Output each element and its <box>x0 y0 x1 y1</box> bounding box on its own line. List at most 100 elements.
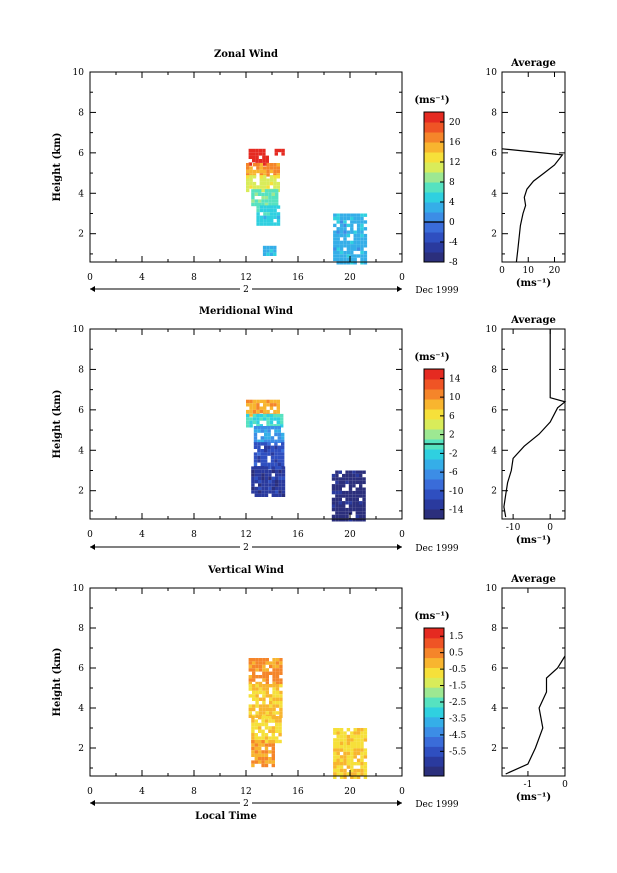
data-cell <box>275 719 279 723</box>
data-cell <box>362 501 366 505</box>
data-cell <box>246 166 250 170</box>
data-cell <box>343 220 347 224</box>
y-tick-label: 8 <box>78 365 84 375</box>
data-cell <box>264 736 269 740</box>
data-cell <box>338 470 342 474</box>
data-cell <box>248 687 252 691</box>
data-cell <box>259 409 263 414</box>
data-cell <box>276 173 280 177</box>
data-cell <box>338 518 342 522</box>
data-cell <box>345 477 349 481</box>
colorbar-tick-label: 0.5 <box>449 649 464 659</box>
data-cell <box>281 432 285 437</box>
data-cell <box>346 755 351 759</box>
data-cell <box>271 480 275 484</box>
data-cell <box>279 690 283 695</box>
data-cell <box>276 181 280 186</box>
data-cell <box>264 199 269 203</box>
data-cell <box>336 734 340 739</box>
data-cell <box>248 681 252 686</box>
data-cell <box>262 711 266 715</box>
data-cell <box>257 459 261 463</box>
data-cell <box>275 675 280 679</box>
colorbar-band <box>424 399 444 410</box>
y-axis-label: Height (km) <box>52 648 63 717</box>
data-cell <box>266 424 270 428</box>
data-cell <box>269 661 273 665</box>
colorbar-band <box>424 657 444 668</box>
data-cell <box>269 245 274 250</box>
date-label: Dec 1999 <box>415 544 459 554</box>
data-cell <box>246 420 250 425</box>
data-cell <box>342 514 346 519</box>
data-cell <box>258 690 263 695</box>
data-cell <box>264 469 269 474</box>
data-cell <box>273 245 277 250</box>
x-axis-label: Local Time <box>195 811 257 822</box>
data-cell <box>256 185 260 189</box>
data-cell <box>275 483 279 487</box>
data-cell <box>264 483 269 487</box>
data-cell <box>275 189 279 193</box>
data-cell <box>269 420 274 425</box>
day-label-bg <box>240 541 252 551</box>
data-cell <box>262 675 266 679</box>
data-cell <box>270 215 274 219</box>
data-cell <box>271 493 275 497</box>
data-cell <box>259 178 263 182</box>
data-cell <box>276 219 281 223</box>
data-cell <box>254 746 258 751</box>
data-cell <box>363 728 368 732</box>
data-cell <box>279 697 283 701</box>
data-cell <box>353 220 357 224</box>
data-cell <box>275 473 279 477</box>
data-cell <box>355 473 359 478</box>
data-cell <box>362 470 366 474</box>
data-cell <box>353 734 357 739</box>
data-cell <box>339 247 344 251</box>
average-x-tick-label: 0 <box>547 523 553 533</box>
data-cell <box>268 469 272 474</box>
data-cell <box>272 687 276 691</box>
data-cell <box>275 199 279 203</box>
average-y-tick-label: 4 <box>491 704 497 714</box>
data-cell <box>276 222 281 226</box>
data-cell <box>271 753 275 757</box>
average-unit: (ms⁻¹) <box>516 535 551 546</box>
data-cell <box>339 250 344 255</box>
data-cell <box>346 250 351 255</box>
data-cell <box>264 760 269 764</box>
data-cell <box>265 687 269 691</box>
data-cell <box>251 490 255 494</box>
data-cell <box>261 743 265 747</box>
data-cell <box>255 661 259 665</box>
data-cell <box>246 424 250 428</box>
data-cell <box>256 163 260 167</box>
data-cell <box>352 473 356 478</box>
data-cell <box>270 455 275 460</box>
data-cell <box>335 514 339 519</box>
data-cell <box>276 166 280 170</box>
data-cell <box>267 466 271 470</box>
data-cell <box>350 745 354 749</box>
data-block <box>251 466 286 497</box>
data-cell <box>281 445 285 449</box>
data-cell <box>264 480 269 484</box>
data-cell <box>277 439 281 443</box>
data-cell <box>249 178 253 182</box>
data-cell <box>333 240 337 245</box>
data-cell <box>331 490 336 495</box>
data-cell <box>258 675 263 679</box>
data-cell <box>353 751 357 756</box>
data-block <box>274 148 285 156</box>
data-cell <box>281 493 286 497</box>
data-cell <box>350 738 354 742</box>
data-cell <box>333 247 337 251</box>
data-cell <box>353 772 357 776</box>
data-cell <box>360 233 364 238</box>
average-title: Average <box>510 574 556 585</box>
average-y-tick-label: 8 <box>491 365 497 375</box>
data-cell <box>281 459 285 463</box>
data-cell <box>266 205 270 209</box>
data-cell <box>274 426 278 430</box>
